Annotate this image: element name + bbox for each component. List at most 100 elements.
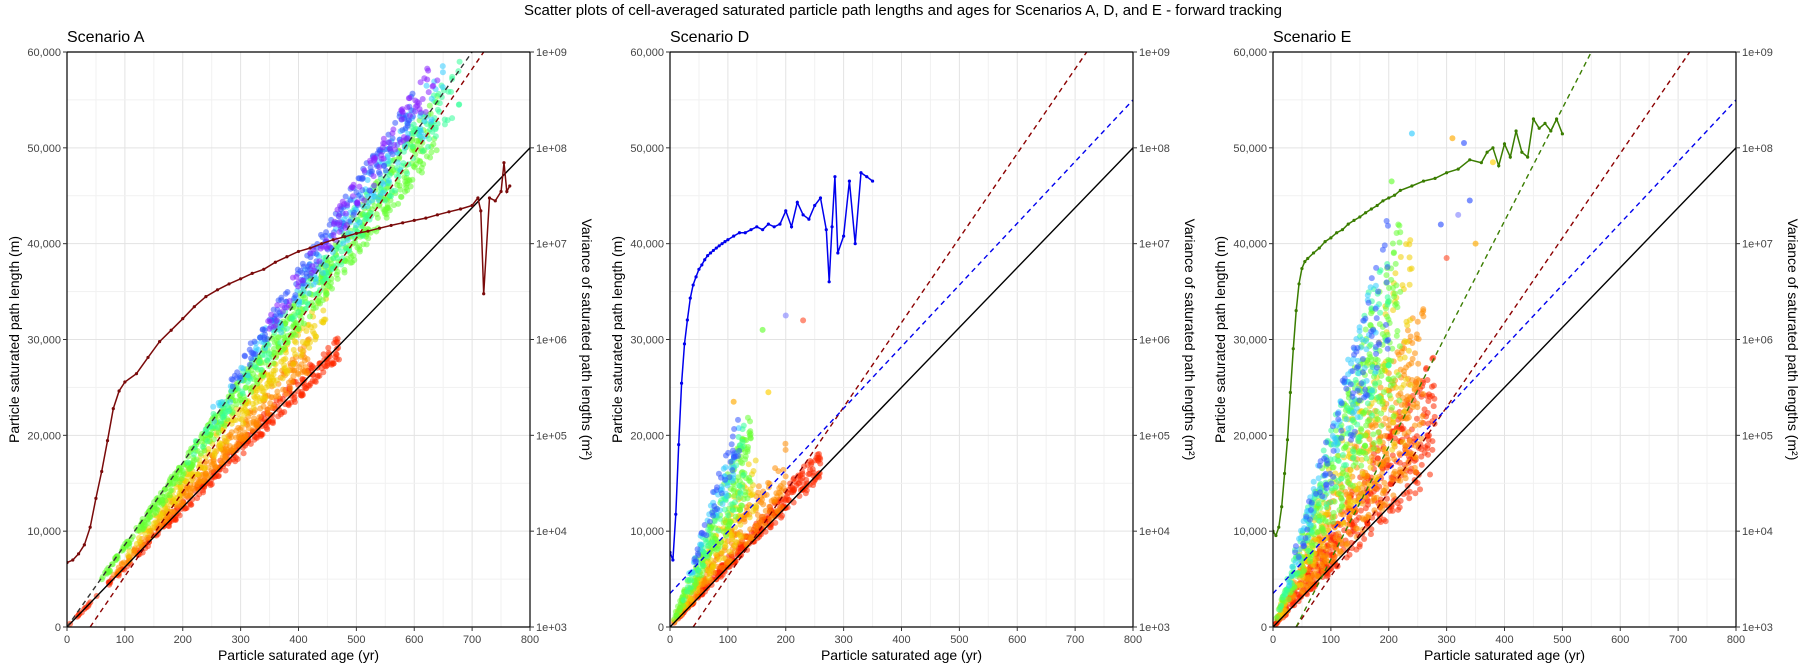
scatter-point [709, 539, 716, 546]
scatter-point [362, 216, 369, 223]
scatter-point [332, 354, 339, 361]
scatter-point [1396, 222, 1403, 229]
variance-point [123, 380, 127, 384]
scatter-point [1396, 239, 1403, 246]
scatter-point [817, 460, 824, 467]
scatter-point [259, 326, 266, 333]
one-to-one-line [1273, 147, 1736, 627]
scatter-point [740, 422, 747, 429]
scatter-point [688, 577, 695, 584]
scatter-point [319, 233, 326, 240]
scatter-point [389, 135, 396, 142]
scatter-point [186, 464, 193, 471]
scatter-point [126, 548, 133, 555]
scatter-point [1455, 211, 1462, 218]
scatter-point [1407, 317, 1414, 324]
variance-point [239, 277, 243, 281]
variance-point [476, 196, 480, 200]
scatter-point [809, 466, 816, 473]
scatter-point [190, 451, 197, 458]
scatter-point [1397, 253, 1404, 260]
scatter-point [1381, 479, 1388, 486]
variance-point [1537, 126, 1541, 130]
scatter-point [1405, 396, 1412, 403]
scatter-point [1396, 343, 1403, 350]
plot-area [670, 52, 1133, 627]
scatter-point [282, 355, 289, 362]
variance-point [100, 469, 104, 474]
scatter-point [1339, 484, 1346, 491]
scatter-point [312, 291, 319, 298]
scatter-point [1373, 494, 1380, 501]
scatter-point [170, 480, 177, 487]
scatter-point [176, 479, 183, 486]
scatter-point [425, 143, 432, 150]
variance-point [308, 246, 312, 250]
scatter-point [726, 548, 733, 555]
scatter-point [399, 109, 406, 116]
scatter-point [724, 482, 731, 489]
scatter-point [392, 119, 399, 126]
scatter-point [382, 167, 389, 174]
scatter-point [231, 372, 238, 379]
scatter-point [1276, 606, 1283, 613]
scatter-point [224, 446, 231, 453]
scatter-point [1330, 509, 1337, 516]
scatter-point [1402, 475, 1409, 482]
scatter-point [1380, 389, 1387, 396]
scatter-point [1335, 416, 1342, 423]
scatter-point [1375, 393, 1382, 400]
scatter-point [312, 304, 319, 311]
scatter-point [1332, 436, 1339, 443]
scatter-point [1378, 505, 1385, 512]
scatter-point [1383, 454, 1390, 461]
variance-point [1554, 117, 1559, 121]
scatter-point [1369, 424, 1376, 431]
scatter-point [1332, 534, 1339, 541]
scatter-point [1316, 489, 1323, 496]
scatter-point [391, 141, 398, 148]
scatter-point [266, 325, 273, 332]
scatter-point [720, 465, 727, 472]
scatter-point [1328, 485, 1335, 492]
scatter-point [221, 422, 228, 429]
scatter-point [404, 104, 411, 111]
scatter-point [242, 433, 249, 440]
scatter-point [1349, 393, 1356, 400]
scatter-point [435, 90, 442, 97]
scatter-point [701, 521, 708, 528]
scatter-point [1427, 471, 1434, 478]
scatter-point [1341, 379, 1348, 386]
scatter-point [1345, 390, 1352, 397]
variance-point [117, 389, 121, 393]
variance-point [435, 213, 439, 217]
scatter-point [1360, 369, 1367, 376]
scatter-point [720, 519, 727, 526]
variance-point [714, 246, 718, 250]
scatter-point [1362, 407, 1369, 414]
scatter-point [1342, 541, 1349, 548]
variance-point [76, 552, 81, 556]
scatter-point [1382, 321, 1389, 328]
panel-3: 0 100 200 300 400 500 600 700 800010,00020,00030… [1212, 29, 1801, 663]
scatter-point [275, 334, 282, 341]
y-tick-label: 10,000 [27, 526, 61, 538]
variance-point [192, 305, 196, 309]
variance-point [487, 196, 492, 200]
variance-point [853, 242, 857, 246]
scatter-point [1299, 589, 1306, 596]
scatter-point [728, 441, 735, 448]
scatter-point [278, 329, 285, 336]
scatter-point [270, 360, 277, 367]
variance-point [1381, 199, 1385, 203]
scatter-point [1406, 281, 1413, 288]
scatter-point [1390, 375, 1397, 382]
scatter-point [439, 69, 446, 76]
scatter-point [1385, 362, 1392, 369]
scatter-point [1301, 542, 1308, 549]
scatter-point [1304, 584, 1311, 591]
scatter-point [1411, 350, 1418, 357]
scatter-point [1420, 390, 1427, 397]
scatter-point [1371, 507, 1378, 514]
scatter-point [1344, 521, 1351, 528]
